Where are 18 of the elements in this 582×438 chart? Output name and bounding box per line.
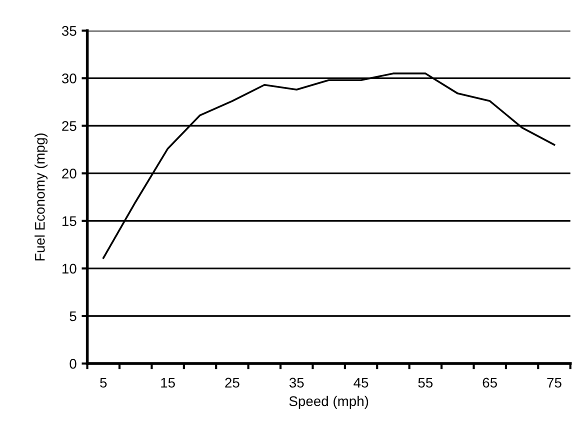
y-tick-label: 10 xyxy=(62,264,76,274)
y-tick-label: 25 xyxy=(62,121,76,131)
y-tick-label: 20 xyxy=(62,168,76,178)
x-tick-label: 65 xyxy=(482,378,497,388)
y-tick-label: 35 xyxy=(62,26,76,36)
y-tick-label: 0 xyxy=(70,358,76,369)
x-axis-title: Speed (mph) xyxy=(289,396,368,409)
x-tick-label: 55 xyxy=(418,378,433,388)
x-tick-label: 25 xyxy=(225,378,240,388)
y-tick-label: 5 xyxy=(70,311,76,322)
y-tick-label: 30 xyxy=(62,74,76,84)
y-axis-title: Fuel Economy (mpg) xyxy=(34,134,48,260)
x-tick-label: 5 xyxy=(100,378,107,388)
x-tick-label: 35 xyxy=(289,378,304,388)
x-tick-label: 75 xyxy=(547,378,562,388)
x-tick-label: 45 xyxy=(354,378,368,388)
y-tick-label: 15 xyxy=(62,216,76,226)
x-tick-label: 15 xyxy=(161,378,175,388)
